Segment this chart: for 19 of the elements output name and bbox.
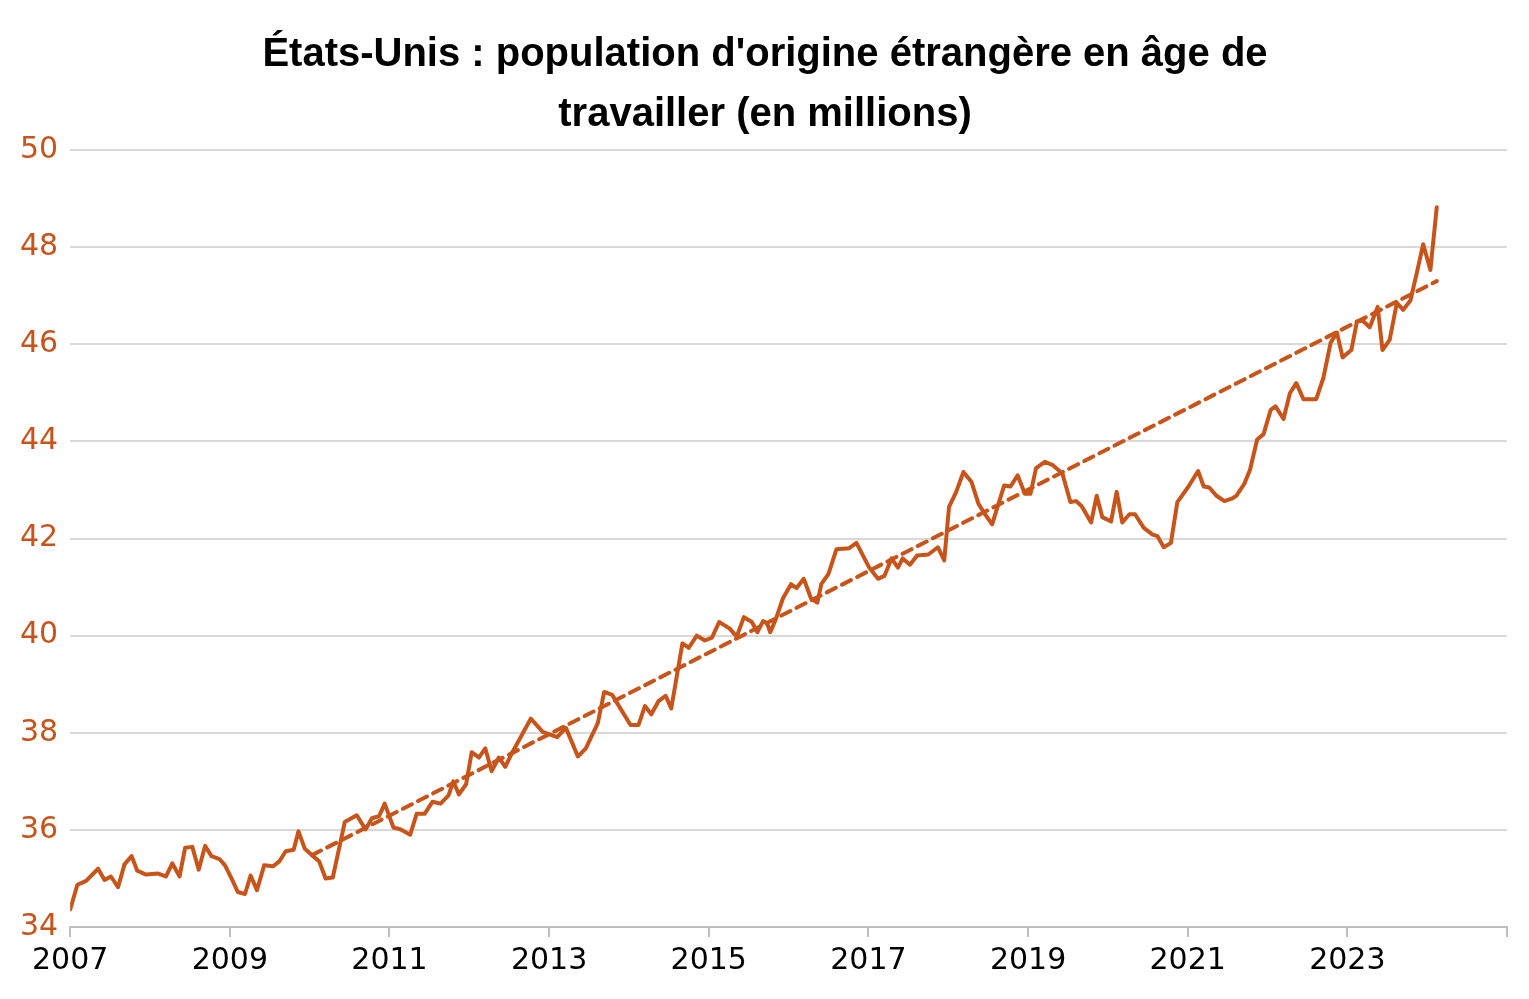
x-tick-label: 2011: [351, 940, 428, 976]
x-tick-label: 2007: [31, 940, 109, 976]
x-tick-label: 2009: [191, 940, 268, 976]
y-tick-label: 36: [19, 809, 59, 845]
y-tick-label: 44: [19, 421, 59, 457]
y-tick-label: 50: [19, 129, 59, 165]
y-tick-label: 42: [19, 518, 59, 554]
chart-title: États-Unis : population d'origine étrangère en âge de travailler (en millions): [261, 29, 1269, 136]
y-tick-label: 46: [19, 324, 59, 360]
y-tick-label: 48: [19, 226, 59, 262]
x-tick-label: 2017: [830, 940, 907, 976]
y-tick-label: 40: [19, 615, 59, 651]
x-tick-label: 2023: [1309, 940, 1386, 976]
y-tick-label: 38: [19, 712, 59, 748]
x-tick-label: 2013: [510, 940, 588, 976]
y-tick-label: 34: [19, 906, 59, 942]
x-tick-label: 2021: [1149, 940, 1226, 976]
x-tick-label: 2015: [670, 940, 747, 976]
x-tick-label: 2019: [989, 940, 1067, 976]
